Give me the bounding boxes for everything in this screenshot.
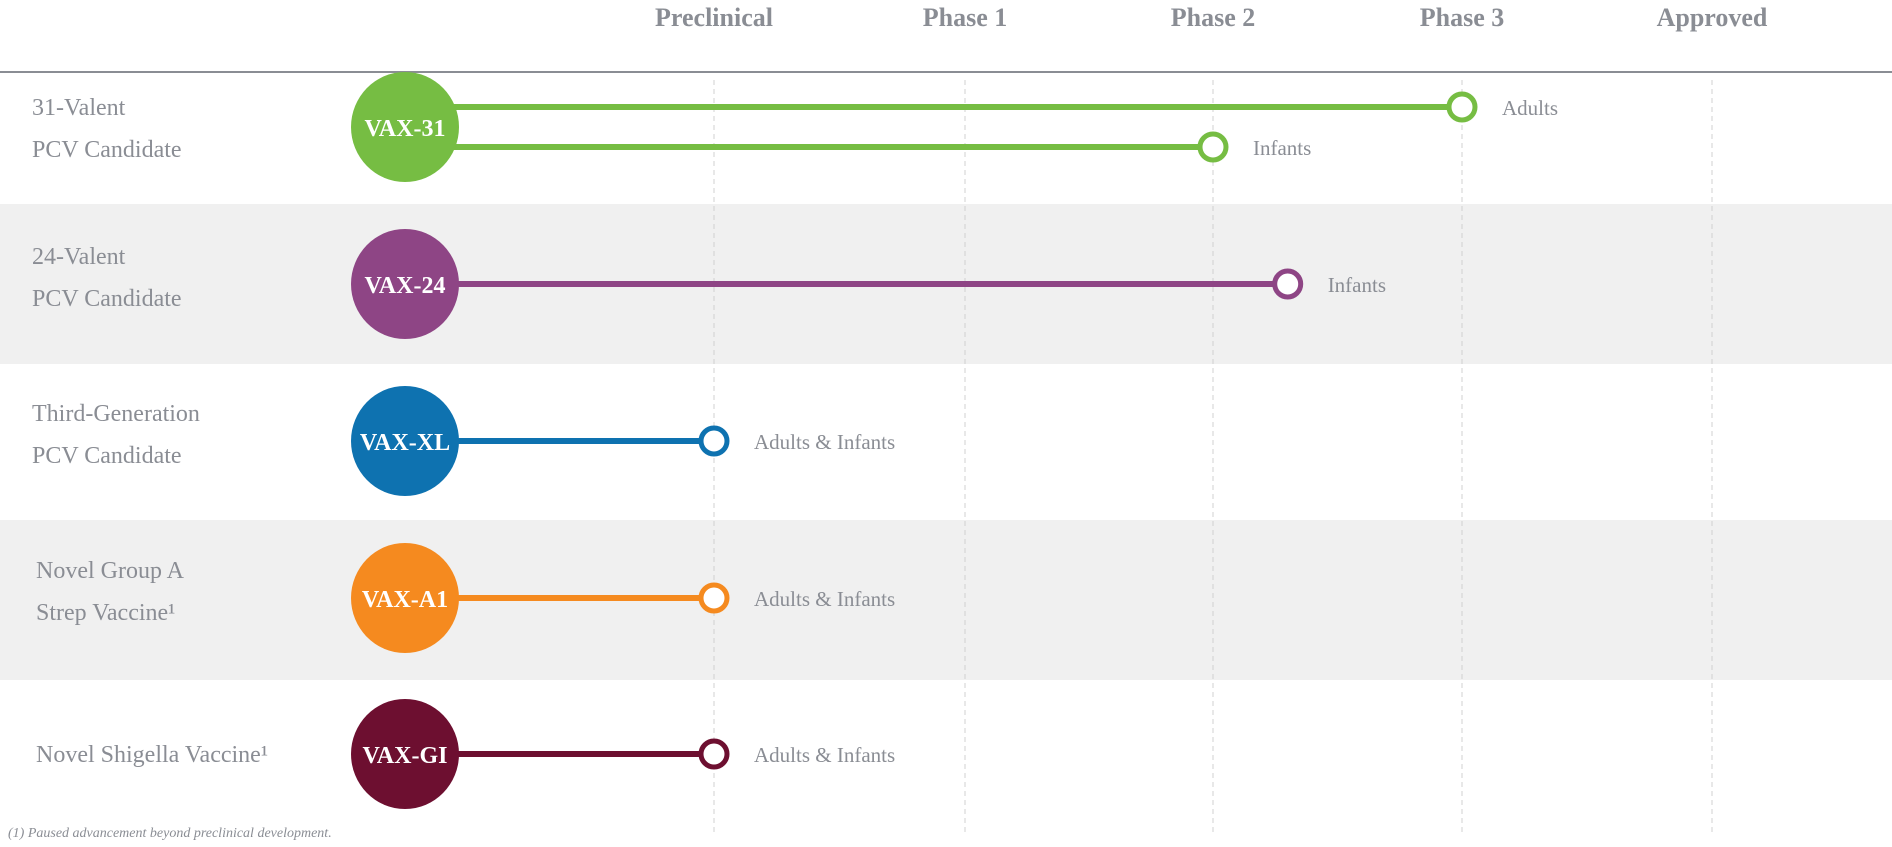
program-badge: [351, 229, 459, 339]
progress-end-marker: [698, 425, 730, 457]
track-label: Adults & Infants: [754, 430, 895, 454]
program-badge: [351, 699, 459, 809]
track-label: Adults: [1502, 96, 1558, 120]
stage-header: Phase 1: [923, 3, 1008, 32]
program-name: PCV Candidate: [32, 443, 182, 469]
track-label: Infants: [1253, 136, 1311, 160]
program-name: PCV Candidate: [32, 286, 182, 312]
progress-end-marker: [1272, 268, 1304, 300]
program-code: VAX-GI: [363, 743, 448, 769]
progress-end-marker: [1446, 91, 1478, 123]
program-badge: [351, 386, 459, 496]
stage-header: Preclinical: [655, 3, 773, 32]
program-name: Novel Shigella Vaccine¹: [36, 742, 268, 768]
program-name: 24-Valent: [32, 244, 126, 270]
stage-header: Phase 2: [1171, 3, 1256, 32]
footnote: (1) Paused advancement beyond preclinica…: [8, 826, 332, 841]
progress-end-marker: [698, 738, 730, 770]
stage-header: Approved: [1657, 3, 1768, 32]
program-badge: [351, 543, 459, 653]
program-code: VAX-24: [365, 273, 446, 299]
track-label: Adults & Infants: [754, 587, 895, 611]
program-code: VAX-31: [365, 116, 446, 142]
row-band: [0, 520, 1892, 680]
track-label: Adults & Infants: [754, 743, 895, 767]
program-name: Third-Generation: [32, 401, 200, 427]
program-code: VAX-A1: [362, 587, 448, 613]
program-badge: [351, 72, 459, 182]
program-name: Novel Group A: [36, 558, 185, 584]
program-name: PCV Candidate: [32, 137, 182, 163]
program-name: Strep Vaccine¹: [36, 600, 175, 626]
program-code: VAX-XL: [360, 430, 450, 456]
track-label: Infants: [1328, 273, 1386, 297]
program-name: 31-Valent: [32, 95, 126, 121]
progress-end-marker: [698, 582, 730, 614]
progress-end-marker: [1197, 131, 1229, 163]
stage-header: Phase 3: [1420, 3, 1505, 32]
